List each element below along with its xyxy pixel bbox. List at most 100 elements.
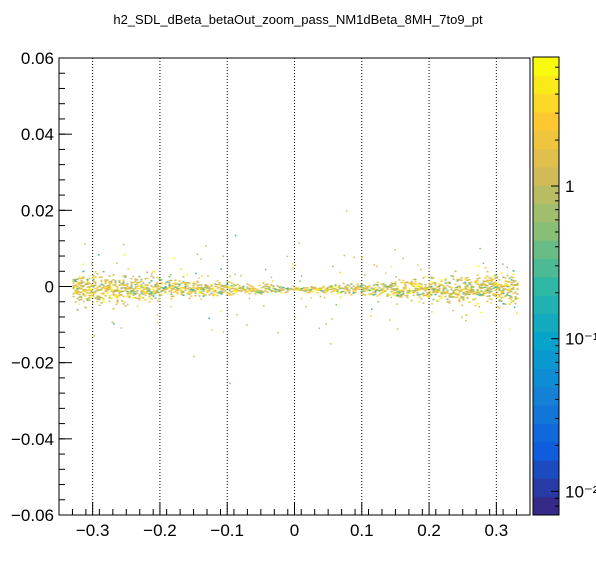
heat-cell-1639 — [510, 295, 513, 298]
heat-cell-1144 — [410, 282, 413, 284]
heat-cell-792 — [268, 286, 271, 288]
heat-cell-788 — [266, 285, 269, 288]
heat-cell-394 — [146, 287, 149, 289]
heat-cell-772 — [258, 289, 261, 292]
heat-cell-192 — [104, 290, 107, 292]
heat-cell-1490 — [484, 290, 487, 292]
heat-cell-125 — [92, 278, 95, 281]
heat-cell-191 — [104, 282, 107, 284]
heat-cell-355 — [138, 299, 141, 301]
heat-cell-1576 — [500, 285, 503, 287]
heat-cell-65 — [82, 285, 85, 287]
heat-cell-1199 — [422, 292, 425, 294]
heat-cell-1845 — [172, 285, 174, 288]
heat-cell-919 — [336, 286, 339, 288]
heat-cell-1611 — [506, 294, 509, 296]
heat-cell-241 — [114, 281, 117, 283]
heat-cell-1099 — [396, 285, 399, 288]
heat-cell-970 — [356, 287, 359, 289]
heat-cell-1377 — [462, 298, 465, 300]
heat-cell-97 — [88, 299, 91, 301]
heat-cell-1708 — [120, 299, 123, 302]
heat-cell-822 — [284, 291, 287, 294]
heat-cell-1196 — [422, 287, 425, 290]
heat-cell-1197 — [422, 288, 425, 291]
heat-cell-845 — [298, 289, 301, 291]
heat-cell-706 — [232, 287, 235, 290]
heat-cell-115 — [90, 290, 93, 292]
heat-cell-1194 — [422, 302, 425, 304]
heat-cell-1787 — [310, 297, 312, 299]
heat-cell-1621 — [508, 277, 511, 279]
heat-cell-1557 — [496, 283, 499, 285]
heat-cell-319 — [130, 290, 133, 293]
heat-cell-1680 — [490, 302, 492, 304]
heat-cell-715 — [234, 290, 237, 292]
heat-cell-448 — [158, 293, 161, 295]
heat-cell-1548 — [494, 282, 497, 284]
heat-cell-764 — [254, 290, 257, 292]
heat-cell-703 — [230, 285, 233, 287]
heat-cell-663 — [218, 286, 221, 289]
y-tick-label-3: 0 — [45, 278, 54, 297]
heat-cell-601 — [198, 284, 201, 286]
heat-cell-1053 — [384, 284, 387, 286]
heat-cell-198 — [106, 292, 109, 294]
heat-cell-1143 — [408, 292, 411, 294]
heat-cell-216 — [110, 288, 113, 290]
heat-cell-1186 — [420, 293, 423, 295]
heat-cell-1499 — [486, 279, 489, 281]
heat-cell-373 — [142, 282, 145, 284]
heat-cell-1297 — [446, 282, 449, 284]
heat-cell-1566 — [498, 279, 501, 281]
heat-cell-1745 — [509, 297, 512, 299]
heat-cell-617 — [202, 295, 205, 297]
heat-cell-583 — [192, 287, 195, 289]
heat-cell-128 — [94, 292, 97, 294]
heat-cell-1706 — [477, 265, 479, 268]
heat-cell-1183 — [418, 296, 421, 298]
heat-cell-1358 — [458, 300, 461, 303]
heat-cell-378 — [142, 287, 145, 289]
heat-cell-1630 — [510, 281, 513, 284]
heat-cell-710 — [232, 286, 235, 288]
heat-cell-140 — [96, 300, 99, 303]
heat-cell-562 — [186, 287, 189, 290]
heat-cell-142 — [96, 298, 99, 301]
heat-cell-1295 — [444, 282, 447, 284]
heat-cell-646 — [212, 287, 215, 289]
heat-cell-1697 — [270, 284, 272, 286]
heat-cell-324 — [130, 283, 133, 285]
heat-cell-1345 — [456, 278, 459, 281]
heat-cell-1801 — [394, 249, 396, 251]
heat-cell-1010 — [370, 293, 373, 295]
heat-cell-910 — [332, 286, 335, 288]
heat-cell-568 — [188, 287, 191, 289]
heat-cell-613 — [202, 293, 205, 295]
heat-cell-1386 — [464, 277, 467, 280]
heat-cell-604 — [198, 288, 201, 290]
heat-cell-3 — [72, 287, 75, 289]
heat-cell-1635 — [510, 288, 513, 290]
heat-cell-217 — [110, 290, 113, 292]
heat-cell-1340 — [454, 296, 457, 298]
heat-cell-350 — [136, 292, 139, 294]
heat-cell-508 — [172, 295, 175, 298]
heat-cell-749 — [248, 292, 251, 295]
color-scale-band-17 — [533, 185, 559, 205]
heat-cell-842 — [296, 287, 299, 289]
heat-cell-998 — [366, 288, 369, 291]
heat-cell-1395 — [466, 277, 469, 279]
heat-cell-332 — [132, 297, 135, 299]
heat-cell-1311 — [448, 302, 451, 304]
heat-cell-1399 — [466, 292, 469, 295]
heat-cell-1803 — [461, 316, 463, 319]
heat-cell-157 — [98, 298, 101, 301]
heat-cell-1034 — [378, 287, 381, 289]
heat-cell-487 — [168, 285, 171, 287]
heat-cell-1704 — [93, 335, 96, 337]
heat-cell-1503 — [486, 291, 489, 294]
heat-cell-1239 — [432, 282, 435, 284]
heat-cell-1388 — [464, 281, 467, 284]
heat-cell-1716 — [229, 275, 231, 278]
